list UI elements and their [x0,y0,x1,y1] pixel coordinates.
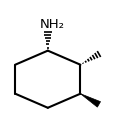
Polygon shape [80,94,100,107]
Text: NH₂: NH₂ [39,18,64,31]
